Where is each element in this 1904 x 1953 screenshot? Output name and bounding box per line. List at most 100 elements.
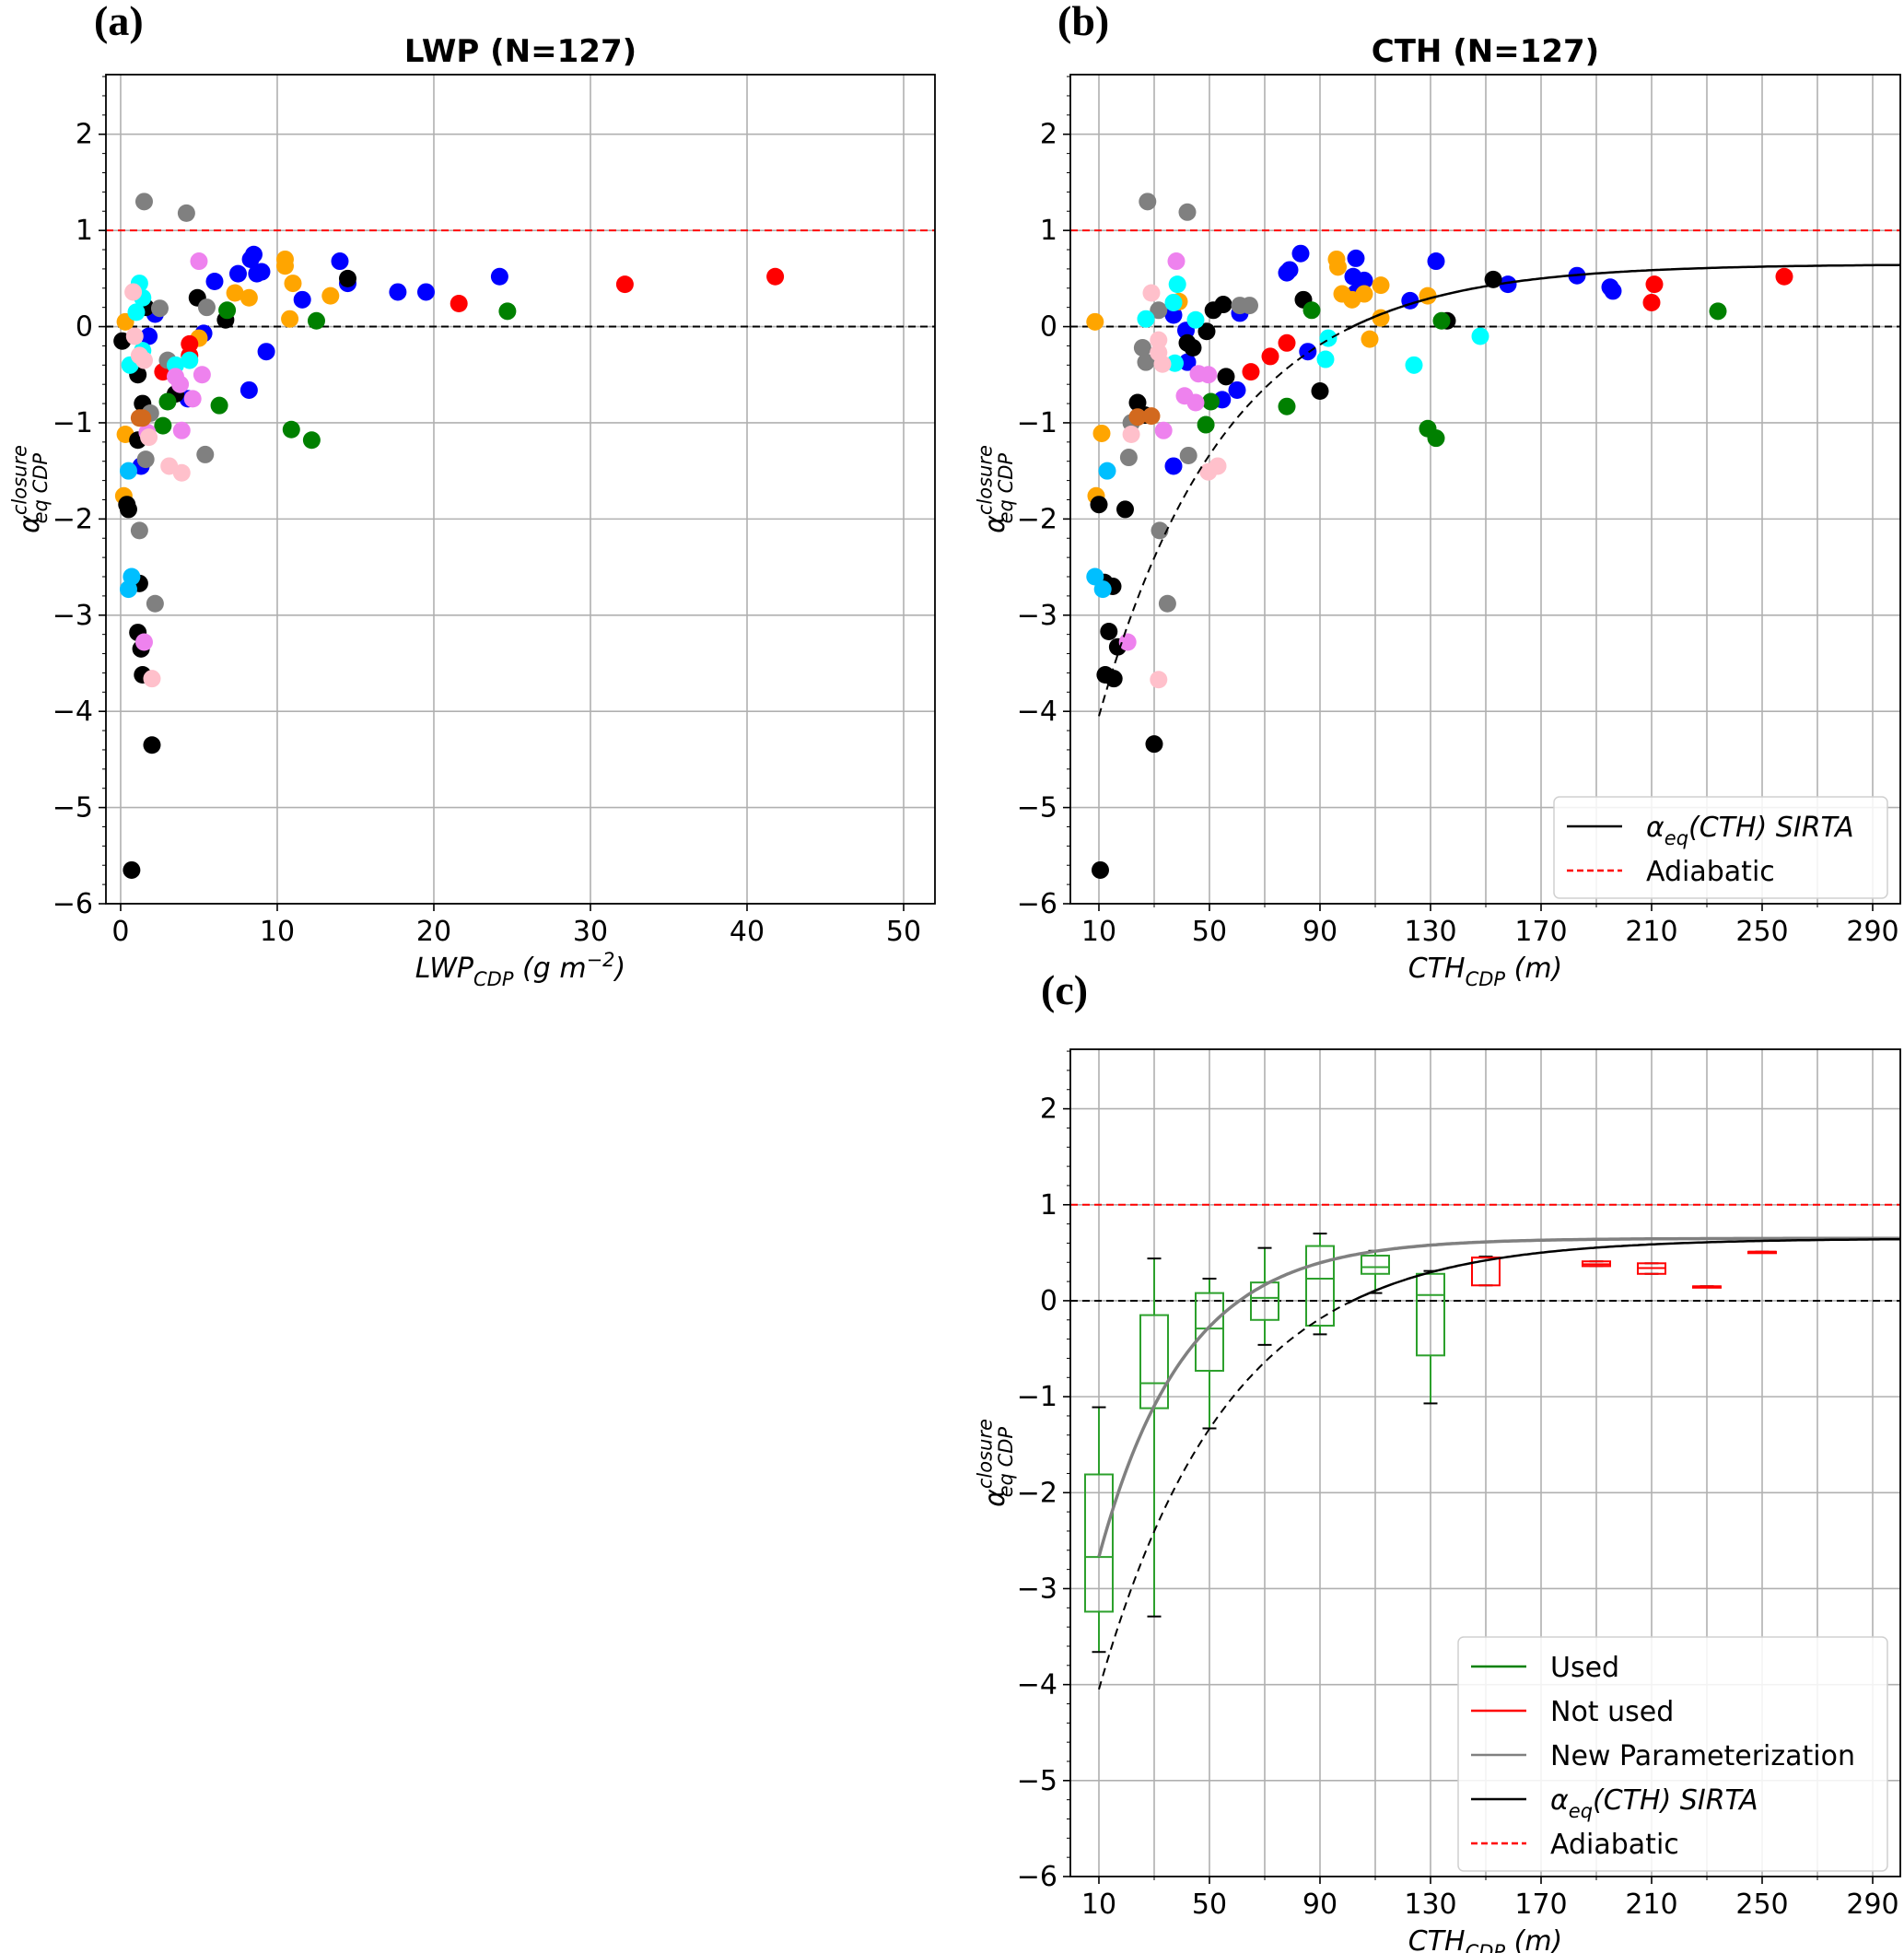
data-point <box>146 594 164 613</box>
legend-label-part: α <box>1550 1784 1569 1817</box>
data-point <box>257 343 275 361</box>
legend-label: Not used <box>1550 1696 1674 1728</box>
x-tick-label: 170 <box>1514 916 1567 948</box>
data-point <box>389 283 407 301</box>
data-point <box>1167 252 1186 271</box>
y-tick-label: −2 <box>53 503 93 535</box>
data-point <box>171 375 190 393</box>
x-tick-label: 50 <box>1192 1889 1227 1921</box>
x-tick-label: 130 <box>1404 1889 1456 1921</box>
x-tick-label: 50 <box>886 916 921 948</box>
data-point <box>193 366 211 384</box>
data-point <box>143 736 161 754</box>
data-point <box>130 521 148 540</box>
x-axis-label-part: CDP <box>1466 1941 1506 1953</box>
data-point <box>1164 306 1183 324</box>
boxplot <box>1691 1285 1722 1289</box>
y-tick-label: −5 <box>1017 1765 1057 1797</box>
sirta-fit-solid <box>1347 1237 1900 1304</box>
data-point <box>1201 392 1220 411</box>
x-axis-label-part: CTH <box>1408 1925 1466 1953</box>
data-point <box>226 284 244 302</box>
data-point <box>119 580 137 599</box>
data-point <box>1261 347 1279 366</box>
data-point <box>197 298 216 317</box>
x-axis-label-part: CDP <box>473 968 514 990</box>
data-point <box>248 264 266 283</box>
data-point <box>1092 424 1111 442</box>
data-point <box>1150 671 1168 689</box>
data-point <box>1291 244 1310 263</box>
data-point <box>275 257 294 275</box>
sirta-fit-dashed <box>1098 328 1349 717</box>
data-point <box>281 310 299 328</box>
legend-label-part: Not used <box>1550 1696 1674 1728</box>
data-point <box>134 193 153 211</box>
data-point <box>1280 261 1299 279</box>
box <box>1083 1473 1114 1613</box>
data-point <box>183 390 202 408</box>
data-point <box>1145 735 1163 754</box>
x-axis-label-part: CTH <box>1408 953 1466 985</box>
box <box>1304 1245 1335 1327</box>
data-point <box>181 351 199 369</box>
legend: Used Not used New Parameterization αeq(CTH)… <box>1457 1636 1888 1872</box>
data-point <box>1164 457 1183 475</box>
data-point <box>239 288 258 307</box>
x-axis-label-part: CDP <box>1466 968 1506 990</box>
data-point <box>177 204 195 222</box>
legend-label-part: Adiabatic <box>1646 856 1775 888</box>
data-point <box>1347 249 1365 267</box>
panel-c: 10 50 90 130 170 210 250 290 −6 −5 −4 −3 −2 −1 0 1 2 (c) C… <box>975 966 1901 1953</box>
data-point <box>134 351 153 369</box>
y-tick-label: −3 <box>1017 600 1057 632</box>
chart-title: LWP (N=127) <box>404 33 637 70</box>
data-point <box>205 272 224 290</box>
box <box>1415 1272 1445 1357</box>
data-point <box>1355 271 1373 289</box>
data-point <box>1119 449 1138 467</box>
panel-label: (c) <box>1041 966 1088 1013</box>
data-point <box>239 380 258 399</box>
x-axis-label: CTHCDP (m) <box>1408 1925 1563 1953</box>
data-point <box>1168 275 1186 294</box>
data-point <box>1100 623 1118 641</box>
data-point <box>1204 301 1222 320</box>
data-point <box>498 302 517 321</box>
legend-label-part: Adiabatic <box>1550 1829 1679 1861</box>
data-point <box>1709 302 1727 321</box>
y-tick-label: −2 <box>1017 503 1057 535</box>
boxplot <box>1083 1406 1114 1654</box>
x-tick-label: 130 <box>1404 916 1456 948</box>
data-point <box>140 428 158 447</box>
data-point <box>1316 350 1335 368</box>
data-point <box>1499 275 1517 294</box>
data-point <box>615 275 634 294</box>
data-point <box>1178 203 1197 221</box>
y-tick-label: 2 <box>1040 1093 1057 1126</box>
boxplot <box>1304 1233 1335 1336</box>
data-point <box>1165 354 1184 372</box>
data-point <box>331 252 349 271</box>
x-tick-label: 210 <box>1625 1889 1677 1921</box>
panel-label: (b) <box>1057 0 1109 44</box>
data-point <box>321 287 340 305</box>
data-point <box>1217 368 1235 386</box>
chart-title: CTH (N=127) <box>1372 33 1599 70</box>
y-axis-label: αclosureeq CDP <box>975 445 1018 533</box>
panel-label: (a) <box>94 0 144 44</box>
x-tick-label: 290 <box>1846 916 1898 948</box>
y-tick-label: 1 <box>1040 1189 1057 1222</box>
data-point <box>1242 363 1260 381</box>
data-point <box>158 392 177 411</box>
data-point <box>1118 633 1137 651</box>
new-parameterization-curve <box>1097 1236 1900 1558</box>
data-point <box>1086 312 1104 331</box>
data-point <box>190 252 208 271</box>
box <box>1360 1254 1390 1275</box>
data-point <box>1186 310 1205 329</box>
y-tick-label: 1 <box>76 215 93 247</box>
data-point <box>1142 407 1161 426</box>
data-point <box>1355 285 1373 303</box>
data-point <box>302 431 321 450</box>
